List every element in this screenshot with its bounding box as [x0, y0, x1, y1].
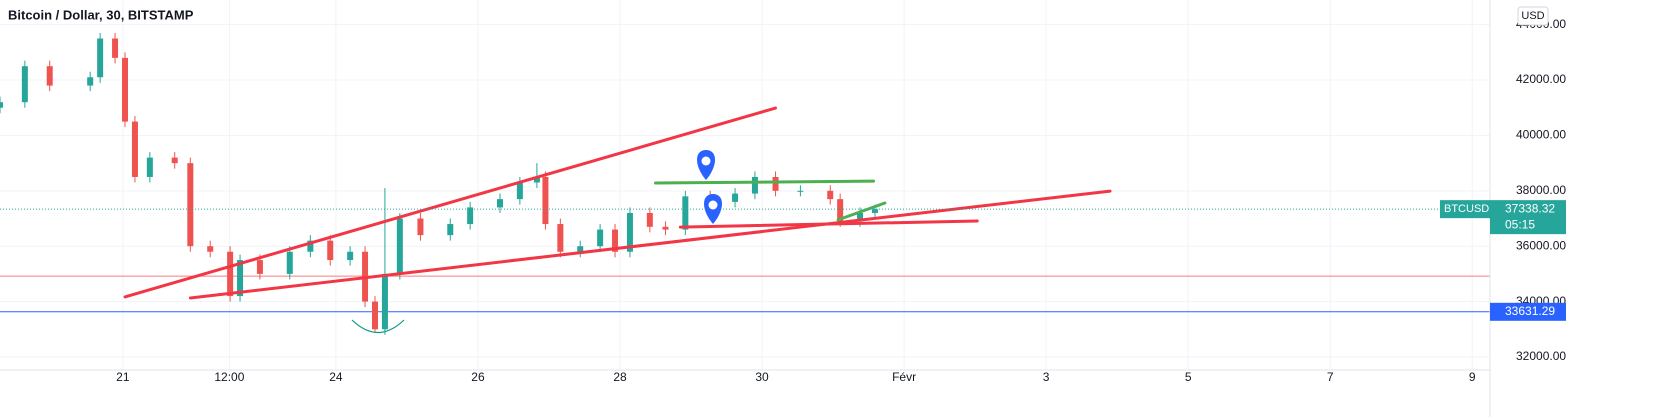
candle-body — [87, 77, 94, 86]
candle-body — [467, 207, 474, 225]
candle-body — [577, 246, 584, 252]
x-tick-label: 28 — [613, 370, 627, 384]
x-tick-label: 26 — [471, 370, 485, 384]
candle-body — [112, 38, 119, 58]
trend-line — [836, 201, 887, 222]
candle-body — [171, 157, 178, 164]
candle-body — [732, 193, 739, 202]
plot — [0, 32, 1490, 335]
candle-body — [207, 246, 214, 252]
marker-pin-dot — [701, 156, 711, 166]
candle-body — [542, 176, 549, 225]
price-label: 33631.29 — [1505, 304, 1555, 318]
x-tick-label: 5 — [1185, 370, 1192, 384]
candle-body — [187, 163, 194, 247]
grid — [0, 0, 1490, 370]
candle-body — [146, 157, 153, 177]
candle-body — [533, 176, 540, 183]
candle-body — [381, 273, 388, 330]
candle-body — [772, 176, 779, 191]
candle-body — [597, 229, 604, 247]
y-tick-label: 40000.00 — [1516, 128, 1566, 142]
candle-body — [557, 224, 564, 252]
marker-pin-dot — [708, 200, 718, 210]
price-tag — [1490, 200, 1566, 235]
candle-body — [97, 38, 104, 78]
x-tick-label: 12:00 — [214, 370, 244, 384]
candle-body — [417, 218, 424, 236]
candle-body — [237, 260, 244, 297]
curve-annotation — [351, 319, 405, 333]
candle-body — [286, 251, 293, 274]
price-tag-value: 37338.32 — [1505, 201, 1555, 215]
x-tick-label: 21 — [116, 370, 130, 384]
candle-body — [857, 212, 864, 222]
price-label-box — [1490, 302, 1566, 321]
candle-body — [327, 240, 334, 261]
trend-line — [654, 179, 876, 185]
x-tick-label: 30 — [755, 370, 769, 384]
x-tick-label: 7 — [1327, 370, 1334, 384]
candle-body — [662, 226, 669, 230]
y-tick-label: 42000.00 — [1516, 72, 1566, 86]
candle-body — [626, 212, 633, 252]
candle-body — [837, 199, 844, 222]
x-tick-label: Févr — [892, 370, 916, 384]
candle-body — [682, 196, 689, 230]
candle-body — [131, 121, 138, 177]
candle-body — [121, 57, 128, 122]
trend-line — [188, 189, 1112, 300]
candle-body — [612, 229, 619, 252]
candle-body — [646, 212, 653, 227]
x-tick-label: 24 — [329, 370, 343, 384]
symbol-name: BTCUSD — [1444, 203, 1489, 215]
candle-body — [797, 190, 804, 192]
candle-body — [307, 240, 314, 252]
currency: USD — [1521, 10, 1544, 22]
candle-body — [871, 209, 878, 213]
candle-body — [496, 199, 503, 208]
candle-body — [256, 260, 263, 274]
candle-body — [46, 66, 53, 86]
symbol-tag — [1440, 200, 1490, 219]
chart-title: Bitcoin / Dollar, 30, BITSTAMP — [8, 7, 194, 22]
candle-body — [516, 182, 523, 200]
candle-body — [21, 66, 28, 103]
candle-body — [751, 176, 758, 194]
candle-body — [227, 251, 234, 297]
y-tick-label: 38000.00 — [1516, 183, 1566, 197]
x-tick-label: 3 — [1043, 370, 1050, 384]
candle-body — [396, 218, 403, 274]
axes: 44000.0042000.0040000.0038000.0036000.00… — [116, 17, 1566, 384]
trend-line — [678, 219, 979, 229]
trend-line — [123, 106, 778, 299]
x-tick-label: 9 — [1469, 370, 1476, 384]
candle-body — [347, 251, 354, 261]
candle-body — [0, 102, 3, 108]
y-tick-label: 36000.00 — [1516, 238, 1566, 252]
y-tick-label: 32000.00 — [1516, 349, 1566, 363]
price-tag-countdown: 05:15 — [1505, 217, 1535, 231]
candle-body — [371, 301, 378, 330]
currency-box[interactable] — [1517, 6, 1549, 26]
candle-body — [827, 190, 834, 200]
candle-body — [447, 224, 454, 236]
